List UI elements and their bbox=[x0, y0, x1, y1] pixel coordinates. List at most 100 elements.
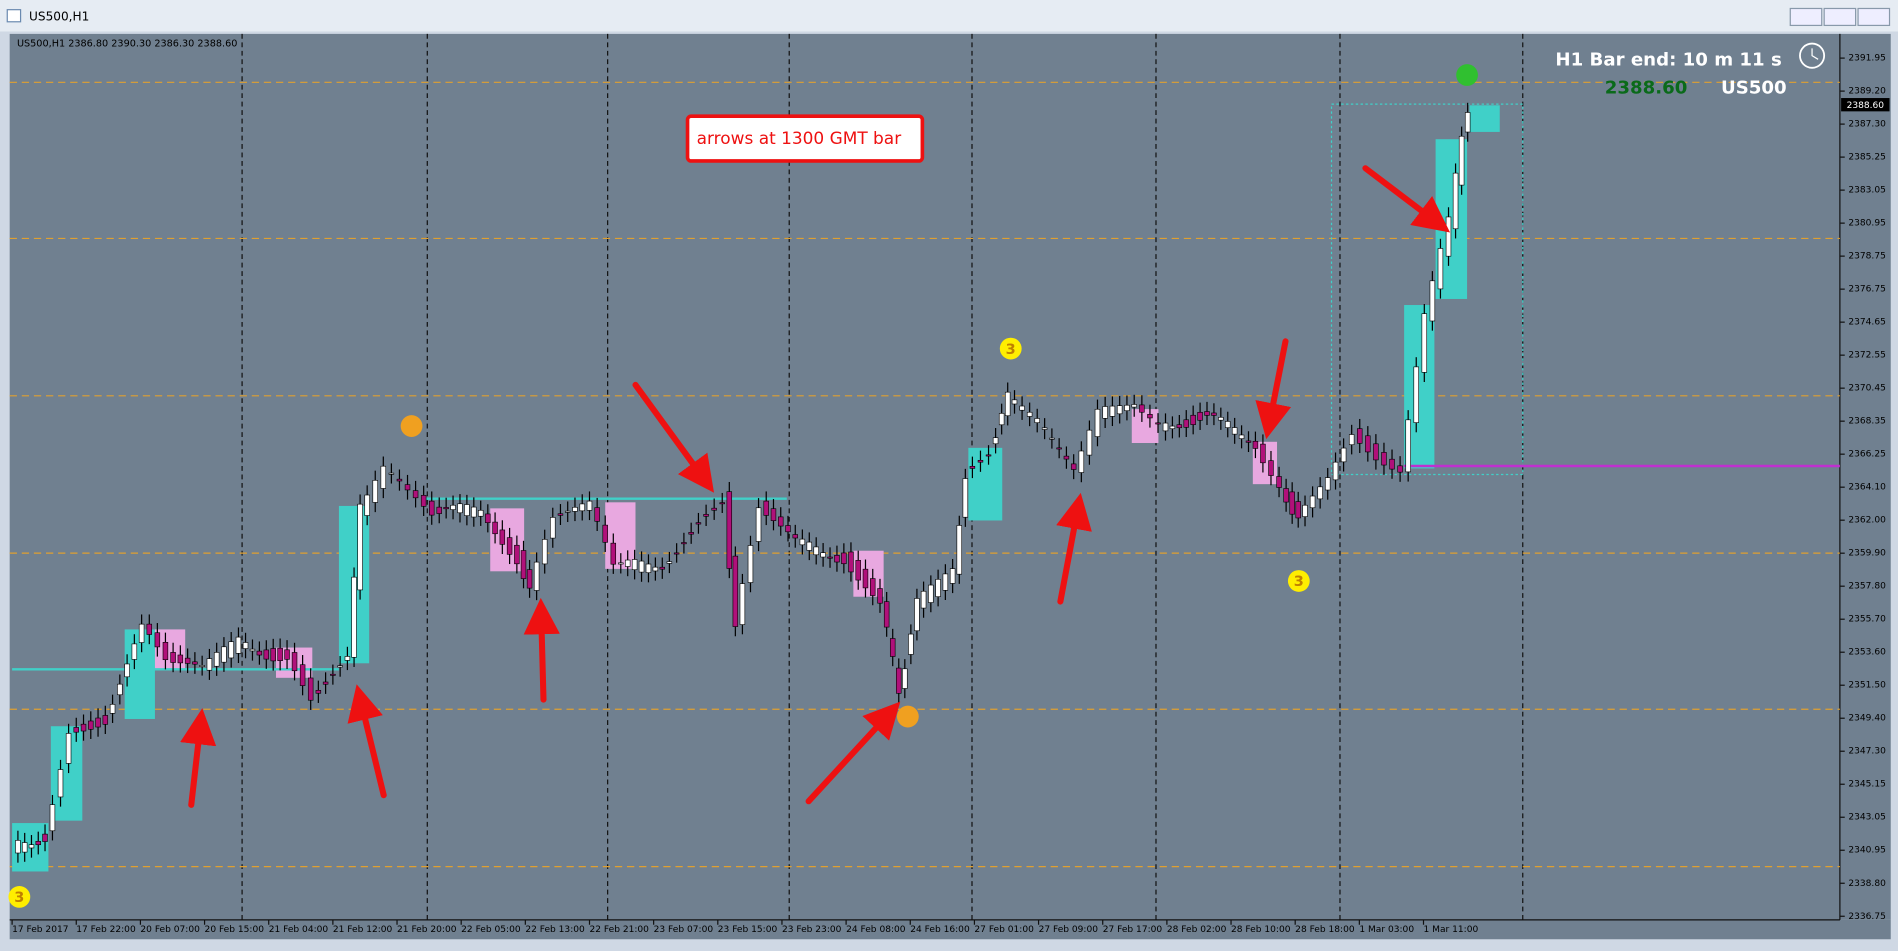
candle-body bbox=[624, 559, 631, 567]
zone bbox=[968, 447, 1003, 521]
price-label: 2340.95 bbox=[1848, 846, 1885, 856]
candle-body bbox=[514, 544, 520, 565]
candle-body bbox=[848, 551, 854, 573]
candle-body bbox=[57, 769, 64, 798]
candle-body bbox=[586, 500, 593, 511]
candle-body bbox=[920, 590, 927, 609]
candle-body bbox=[1197, 411, 1203, 421]
candle-body bbox=[15, 840, 21, 854]
candle-body bbox=[564, 510, 571, 513]
price-label: 2368.35 bbox=[1848, 417, 1885, 427]
candle-body bbox=[404, 484, 411, 491]
time-label: 28 Feb 18:00 bbox=[1295, 925, 1355, 935]
time-label: 28 Feb 10:00 bbox=[1231, 925, 1291, 935]
time-label: 23 Feb 23:00 bbox=[782, 925, 842, 935]
candle-body bbox=[602, 524, 608, 543]
candle-body bbox=[806, 541, 813, 551]
candle-body bbox=[372, 480, 378, 503]
zone bbox=[1469, 105, 1500, 132]
bar-timer: H1 Bar end: 10 m 11 s bbox=[1555, 50, 1781, 71]
candle-body bbox=[1381, 452, 1387, 466]
candle-body bbox=[291, 652, 298, 672]
price-label: 2336.75 bbox=[1848, 912, 1885, 922]
time-label: 28 Feb 02:00 bbox=[1167, 925, 1227, 935]
candle-body bbox=[1116, 405, 1123, 415]
price-label: 2366.25 bbox=[1848, 450, 1885, 460]
window-controls[interactable] bbox=[1789, 7, 1891, 27]
price-label: 2364.10 bbox=[1848, 483, 1886, 493]
price-label: 2353.60 bbox=[1848, 648, 1886, 658]
candle-body bbox=[199, 665, 205, 667]
candle-body bbox=[1211, 412, 1217, 416]
candle-body bbox=[1373, 443, 1379, 461]
candle-body bbox=[533, 561, 540, 591]
time-label: 17 Feb 2017 bbox=[12, 925, 68, 935]
arrow bbox=[347, 684, 387, 799]
close-button[interactable] bbox=[1857, 7, 1891, 27]
candle-body bbox=[572, 506, 578, 512]
annotation-text: arrows at 1300 GMT bar bbox=[697, 128, 902, 148]
candle-body bbox=[464, 504, 470, 516]
candle-body bbox=[1452, 172, 1459, 230]
candle-body bbox=[1147, 414, 1153, 419]
candle-body bbox=[785, 525, 791, 533]
candle-body bbox=[1289, 491, 1295, 515]
candle-body bbox=[299, 664, 306, 686]
candle-body bbox=[412, 490, 419, 499]
candle-body bbox=[1190, 414, 1196, 425]
candle-body bbox=[228, 641, 234, 659]
candle-body bbox=[357, 503, 363, 591]
candle-body bbox=[579, 503, 585, 512]
arrow bbox=[805, 701, 901, 805]
candle-body bbox=[992, 437, 999, 445]
minimize-button[interactable] bbox=[1789, 7, 1823, 27]
candle-body bbox=[364, 494, 370, 516]
arrow bbox=[523, 597, 560, 703]
candle-body bbox=[870, 578, 876, 596]
candle-body bbox=[1332, 461, 1339, 481]
candle-body bbox=[351, 576, 357, 658]
price-label: 2355.70 bbox=[1848, 615, 1886, 625]
candle-body bbox=[1397, 465, 1403, 473]
candle-body bbox=[1365, 435, 1371, 453]
current-price-tag bbox=[1841, 98, 1890, 112]
candle-body bbox=[896, 667, 902, 694]
price-display: 2388.60 bbox=[1605, 77, 1688, 98]
candle-body bbox=[162, 642, 169, 661]
candle-body bbox=[1078, 450, 1085, 473]
price-label: 2372.55 bbox=[1848, 351, 1885, 361]
price-label: 2383.05 bbox=[1848, 186, 1885, 196]
maximize-button[interactable] bbox=[1823, 7, 1857, 27]
chart-area[interactable] bbox=[9, 33, 1840, 920]
candle-body bbox=[763, 500, 769, 516]
candle-body bbox=[1162, 422, 1169, 432]
candle-body bbox=[95, 717, 101, 728]
time-label: 22 Feb 13:00 bbox=[525, 925, 585, 935]
candle-body bbox=[1464, 112, 1471, 133]
time-label: 23 Feb 15:00 bbox=[718, 925, 778, 935]
candle-body bbox=[1204, 411, 1210, 416]
time-label: 23 Feb 07:00 bbox=[654, 925, 714, 935]
count-label: 3 bbox=[1294, 574, 1304, 590]
price-label: 2374.65 bbox=[1848, 318, 1885, 328]
clock-icon bbox=[1799, 42, 1826, 69]
candle-body bbox=[1070, 463, 1077, 470]
count-marker bbox=[8, 886, 31, 908]
candle-body bbox=[277, 647, 283, 661]
candle-body bbox=[719, 502, 725, 505]
time-label: 21 Feb 04:00 bbox=[269, 925, 329, 935]
candle-body bbox=[1169, 425, 1176, 430]
candle-body bbox=[102, 715, 109, 725]
candle-body bbox=[499, 529, 506, 545]
candle-body bbox=[73, 727, 79, 733]
candle-body bbox=[380, 465, 387, 489]
signal-icon bbox=[400, 415, 423, 437]
candle-body bbox=[1131, 404, 1137, 408]
candle-body bbox=[270, 648, 276, 662]
candle-body bbox=[184, 657, 191, 664]
candle-body bbox=[747, 545, 754, 583]
candle-body bbox=[726, 491, 733, 569]
candle-body bbox=[1283, 488, 1289, 503]
candle-body bbox=[330, 673, 336, 676]
candle-body bbox=[429, 500, 435, 516]
